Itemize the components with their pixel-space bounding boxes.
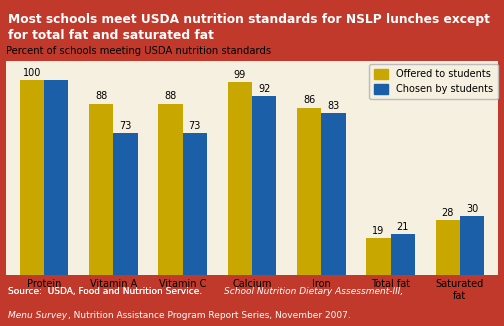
Text: 21: 21 [397, 222, 409, 232]
Text: Menu Survey: Menu Survey [8, 311, 67, 320]
Text: 99: 99 [234, 70, 246, 80]
Text: Source:  USDA, Food and Nutrition Service.: Source: USDA, Food and Nutrition Service… [8, 287, 205, 296]
Text: 19: 19 [372, 226, 385, 236]
Text: 92: 92 [258, 84, 270, 94]
Bar [321, 113, 346, 275]
Text: , Nutrition Assistance Program Report Series, November 2007.: , Nutrition Assistance Program Report Se… [68, 311, 351, 320]
Bar [158, 104, 183, 275]
Text: 83: 83 [327, 101, 340, 111]
Bar [20, 81, 44, 275]
Bar [44, 81, 69, 275]
Text: 73: 73 [119, 121, 132, 130]
Bar [89, 104, 113, 275]
Bar [435, 220, 460, 275]
Bar [228, 82, 252, 275]
Text: School Nutrition Dietary Assessment-III,: School Nutrition Dietary Assessment-III, [224, 287, 404, 296]
Bar [113, 133, 138, 275]
Bar [366, 238, 391, 275]
Text: Most schools meet USDA nutrition standards for NSLP lunches except
for total fat: Most schools meet USDA nutrition standar… [8, 13, 489, 42]
Text: Percent of schools meeting USDA nutrition standards: Percent of schools meeting USDA nutritio… [6, 46, 271, 56]
Bar [460, 216, 484, 275]
Bar [391, 234, 415, 275]
Text: 88: 88 [164, 91, 177, 101]
Bar [183, 133, 207, 275]
Text: Source:  USDA, Food and Nutrition Service.: Source: USDA, Food and Nutrition Service… [8, 287, 205, 296]
Bar [297, 108, 321, 275]
Bar [252, 96, 276, 275]
Legend: Offered to students, Chosen by students: Offered to students, Chosen by students [369, 64, 498, 99]
Text: 28: 28 [442, 208, 454, 218]
Text: 88: 88 [95, 91, 107, 101]
Text: 100: 100 [23, 68, 41, 78]
Text: 30: 30 [466, 204, 478, 214]
Text: Source:  USDA, Food and Nutrition Service. School Nutrition Dietary Assessment-I: Source: USDA, Food and Nutrition Service… [8, 287, 384, 296]
Text: 73: 73 [188, 121, 201, 130]
Text: 86: 86 [303, 95, 316, 105]
